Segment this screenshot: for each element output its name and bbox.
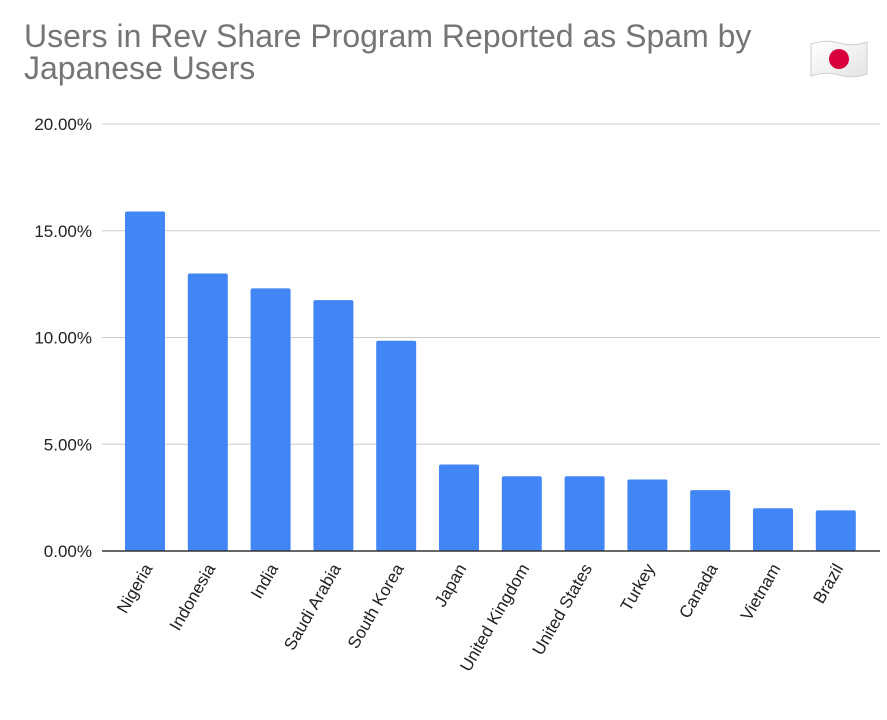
x-category-label: Nigeria <box>113 560 157 617</box>
x-category-label: India <box>247 560 282 602</box>
x-category-label: Turkey <box>617 560 659 614</box>
bar-united-states <box>564 476 605 551</box>
y-tick-label: 5.00% <box>44 435 92 454</box>
bar-saudi-arabia <box>313 300 354 551</box>
japan-flag-icon <box>810 40 868 78</box>
bar-south-korea <box>376 340 417 551</box>
x-category-label: United Kingdom <box>456 561 533 675</box>
y-tick-label: 10.00% <box>34 329 92 348</box>
x-category-label: Brazil <box>810 561 848 607</box>
bar-india <box>250 288 291 551</box>
x-category-label: United States <box>529 561 596 659</box>
x-category-label: Japan <box>431 561 471 611</box>
bar-japan <box>439 464 479 551</box>
chart-title: Users in Rev Share Program Reported as S… <box>24 18 752 86</box>
y-tick-label: 15.00% <box>34 222 92 241</box>
bar-turkey <box>627 479 668 551</box>
x-category-label: Saudi Arabia <box>280 560 345 653</box>
bar-nigeria <box>125 211 165 551</box>
bar-vietnam <box>753 508 793 551</box>
x-category-label: Vietnam <box>737 561 784 624</box>
gridlines <box>102 123 880 445</box>
bar-brazil <box>815 510 856 551</box>
y-tick-label: 20.00% <box>34 115 92 134</box>
y-tick-label: 0.00% <box>44 542 92 561</box>
bar-indonesia <box>187 273 228 551</box>
bars <box>125 211 856 551</box>
bar-united-kingdom <box>501 476 542 551</box>
x-category-label: Canada <box>675 560 722 622</box>
x-category-label: Indonesia <box>166 560 220 634</box>
x-category-label: South Korea <box>344 560 408 652</box>
y-axis-ticks: 0.00% 5.00% 10.00% 15.00% 20.00% <box>34 115 92 561</box>
bar-canada <box>690 490 731 551</box>
